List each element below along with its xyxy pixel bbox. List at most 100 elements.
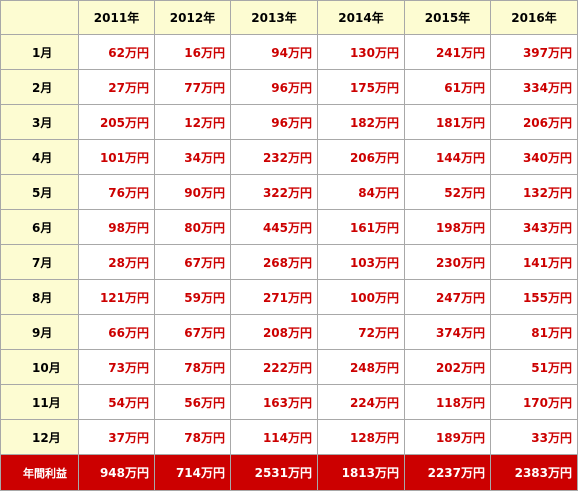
table-row: 8月 121万円 59万円 271万円 100万円 247万円 155万円 bbox=[0, 279, 578, 315]
profit-cell: 141万円 bbox=[490, 244, 578, 280]
profit-cell: 96万円 bbox=[230, 69, 318, 105]
total-cell: 714万円 bbox=[154, 454, 231, 491]
profit-cell: 27万円 bbox=[78, 69, 155, 105]
profit-cell: 206万円 bbox=[490, 104, 578, 140]
year-header: 2015年 bbox=[404, 0, 491, 35]
profit-cell: 241万円 bbox=[404, 34, 491, 70]
profit-cell: 72万円 bbox=[317, 314, 405, 350]
year-header: 2014年 bbox=[317, 0, 405, 35]
month-label: 7月 bbox=[0, 244, 79, 280]
profit-cell: 202万円 bbox=[404, 349, 491, 385]
table-row: 12月 37万円 78万円 114万円 128万円 189万円 33万円 bbox=[0, 419, 578, 455]
profit-cell: 34万円 bbox=[154, 139, 231, 175]
profit-cell: 161万円 bbox=[317, 209, 405, 245]
table-row: 1月 62万円 16万円 94万円 130万円 241万円 397万円 bbox=[0, 34, 578, 70]
table-row: 2月 27万円 77万円 96万円 175万円 61万円 334万円 bbox=[0, 69, 578, 105]
table-row: 4月 101万円 34万円 232万円 206万円 144万円 340万円 bbox=[0, 139, 578, 175]
profit-cell: 334万円 bbox=[490, 69, 578, 105]
month-label: 11月 bbox=[0, 384, 79, 420]
profit-cell: 73万円 bbox=[78, 349, 155, 385]
profit-cell: 232万円 bbox=[230, 139, 318, 175]
profit-cell: 33万円 bbox=[490, 419, 578, 455]
total-cell: 1813万円 bbox=[317, 454, 405, 491]
profit-cell: 182万円 bbox=[317, 104, 405, 140]
profit-cell: 90万円 bbox=[154, 174, 231, 210]
profit-cell: 51万円 bbox=[490, 349, 578, 385]
profit-cell: 340万円 bbox=[490, 139, 578, 175]
profit-cell: 198万円 bbox=[404, 209, 491, 245]
profit-cell: 96万円 bbox=[230, 104, 318, 140]
month-label: 2月 bbox=[0, 69, 79, 105]
profit-cell: 94万円 bbox=[230, 34, 318, 70]
profit-cell: 130万円 bbox=[317, 34, 405, 70]
table-row: 11月 54万円 56万円 163万円 224万円 118万円 170万円 bbox=[0, 384, 578, 420]
profit-cell: 81万円 bbox=[490, 314, 578, 350]
total-cell: 2531万円 bbox=[230, 454, 318, 491]
profit-cell: 56万円 bbox=[154, 384, 231, 420]
profit-cell: 181万円 bbox=[404, 104, 491, 140]
total-cell: 948万円 bbox=[78, 454, 155, 491]
month-label: 10月 bbox=[0, 349, 79, 385]
month-label: 4月 bbox=[0, 139, 79, 175]
month-label: 12月 bbox=[0, 419, 79, 455]
table-row: 7月 28万円 67万円 268万円 103万円 230万円 141万円 bbox=[0, 244, 578, 280]
profit-cell: 374万円 bbox=[404, 314, 491, 350]
profit-cell: 271万円 bbox=[230, 279, 318, 315]
total-label: 年間利益 bbox=[0, 454, 79, 491]
profit-cell: 144万円 bbox=[404, 139, 491, 175]
profit-cell: 61万円 bbox=[404, 69, 491, 105]
profit-cell: 247万円 bbox=[404, 279, 491, 315]
profit-cell: 101万円 bbox=[78, 139, 155, 175]
total-cell: 2383万円 bbox=[490, 454, 578, 491]
profit-cell: 208万円 bbox=[230, 314, 318, 350]
year-header: 2012年 bbox=[154, 0, 231, 35]
month-label: 8月 bbox=[0, 279, 79, 315]
year-header: 2013年 bbox=[230, 0, 318, 35]
table-row: 5月 76万円 90万円 322万円 84万円 52万円 132万円 bbox=[0, 174, 578, 210]
table-row: 3月 205万円 12万円 96万円 182万円 181万円 206万円 bbox=[0, 104, 578, 140]
profit-cell: 224万円 bbox=[317, 384, 405, 420]
profit-cell: 54万円 bbox=[78, 384, 155, 420]
profit-cell: 100万円 bbox=[317, 279, 405, 315]
profit-cell: 67万円 bbox=[154, 314, 231, 350]
profit-cell: 128万円 bbox=[317, 419, 405, 455]
profit-cell: 16万円 bbox=[154, 34, 231, 70]
profit-cell: 132万円 bbox=[490, 174, 578, 210]
total-cell: 2237万円 bbox=[404, 454, 491, 491]
profit-cell: 12万円 bbox=[154, 104, 231, 140]
profit-cell: 52万円 bbox=[404, 174, 491, 210]
corner-cell bbox=[0, 0, 79, 35]
monthly-rows: 1月 62万円 16万円 94万円 130万円 241万円 397万円 2月 27万円 77万円 9… bbox=[0, 34, 578, 455]
month-label: 5月 bbox=[0, 174, 79, 210]
table-row: 9月 66万円 67万円 208万円 72万円 374万円 81万円 bbox=[0, 314, 578, 350]
profit-cell: 322万円 bbox=[230, 174, 318, 210]
profit-cell: 84万円 bbox=[317, 174, 405, 210]
profit-cell: 37万円 bbox=[78, 419, 155, 455]
profit-cell: 80万円 bbox=[154, 209, 231, 245]
table-row: 6月 98万円 80万円 445万円 161万円 198万円 343万円 bbox=[0, 209, 578, 245]
profit-cell: 163万円 bbox=[230, 384, 318, 420]
header-row: 2011年 2012年 2013年 2014年 2015年 2016年 bbox=[0, 0, 578, 35]
profit-cell: 222万円 bbox=[230, 349, 318, 385]
profit-cell: 189万円 bbox=[404, 419, 491, 455]
profit-cell: 206万円 bbox=[317, 139, 405, 175]
table-row: 10月 73万円 78万円 222万円 248万円 202万円 51万円 bbox=[0, 349, 578, 385]
profit-cell: 67万円 bbox=[154, 244, 231, 280]
profit-cell: 205万円 bbox=[78, 104, 155, 140]
month-label: 3月 bbox=[0, 104, 79, 140]
month-label: 6月 bbox=[0, 209, 79, 245]
total-row: 年間利益 948万円 714万円 2531万円 1813万円 2237万円 2383万円 bbox=[0, 454, 578, 491]
profit-cell: 268万円 bbox=[230, 244, 318, 280]
profit-cell: 118万円 bbox=[404, 384, 491, 420]
month-label: 1月 bbox=[0, 34, 79, 70]
profit-cell: 98万円 bbox=[78, 209, 155, 245]
profit-cell: 230万円 bbox=[404, 244, 491, 280]
profit-cell: 78万円 bbox=[154, 349, 231, 385]
profit-cell: 76万円 bbox=[78, 174, 155, 210]
profit-cell: 114万円 bbox=[230, 419, 318, 455]
profit-cell: 445万円 bbox=[230, 209, 318, 245]
profit-cell: 28万円 bbox=[78, 244, 155, 280]
profit-cell: 66万円 bbox=[78, 314, 155, 350]
profit-cell: 103万円 bbox=[317, 244, 405, 280]
